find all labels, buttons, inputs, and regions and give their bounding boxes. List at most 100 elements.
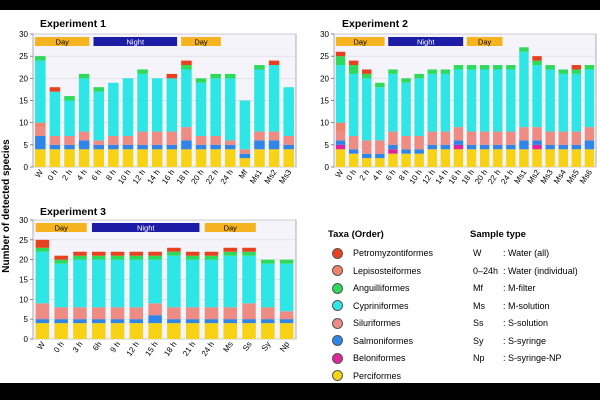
bar-segment-perciformes <box>335 149 346 167</box>
x-tick-label: 4 h <box>371 168 385 182</box>
x-tick-label: 24 h <box>499 168 515 186</box>
taxa-legend-label: Lepisosteiformes <box>353 265 422 276</box>
bar-segment-siluriformes <box>506 131 516 145</box>
bar-segment-salmoniformes <box>210 144 221 150</box>
bar-segment-perciformes <box>93 149 105 167</box>
chart-title: Experiment 1 <box>40 18 106 30</box>
bar-segment-cypriniformes <box>185 259 200 308</box>
x-tick-label: W <box>33 168 45 180</box>
bar-segment-perciformes <box>129 323 144 339</box>
y-tick-label: 20 <box>19 256 28 265</box>
bar-segment-salmoniformes <box>479 144 490 150</box>
bar-segment-cypriniformes <box>54 263 68 308</box>
bar-segment-cypriniformes <box>571 73 582 132</box>
bar-segment-siluriformes <box>414 135 424 150</box>
bar-segment-anguilliformes <box>91 255 106 260</box>
bar-segment-petromyzontiformes <box>91 251 106 256</box>
bar-segment-siluriformes <box>91 307 106 320</box>
bar-segment-perciformes <box>49 149 61 167</box>
bar-segment-cypriniformes <box>166 78 178 132</box>
bar-segment-perciformes <box>204 323 219 339</box>
bar-segment-salmoniformes <box>148 315 162 324</box>
x-tick-label: W <box>35 340 47 352</box>
taxa-legend-item: Lepisosteiformes <box>332 264 421 278</box>
bar-segment-cypriniformes <box>453 69 464 128</box>
bar-segment-cypriniformes <box>519 51 529 128</box>
bar-segment-petromyzontiformes <box>185 251 200 256</box>
bar-segment-cypriniformes <box>335 65 346 123</box>
bar-segment-perciformes <box>453 149 464 167</box>
bar-segment-siluriformes <box>122 135 134 145</box>
taxa-swatch-icon <box>332 335 343 346</box>
bar-segment-cypriniformes <box>91 259 106 308</box>
bar-segment-siluriformes <box>151 131 163 145</box>
bar-segment-salmoniformes <box>167 319 181 324</box>
bar-segment-cypriniformes <box>532 65 542 128</box>
bar-segment-siluriformes <box>584 127 595 141</box>
bar-segment-cypriniformes <box>545 69 555 132</box>
bar-segment-anguilliformes <box>545 65 555 70</box>
taxa-swatch-icon <box>332 300 343 311</box>
period-segment-day <box>35 223 87 232</box>
x-tick-label: 16 h <box>160 168 176 186</box>
bar-segment-siluriformes <box>64 135 75 145</box>
bar-segment-salmoniformes <box>64 144 75 150</box>
bar-segment-cypriniformes <box>239 100 251 150</box>
y-tick-label: 15 <box>19 97 28 106</box>
taxa-legend-item: Cypriniformes <box>332 299 409 313</box>
period-label: Day <box>224 223 238 232</box>
taxa-legend-item: Salmoniformes <box>332 334 413 348</box>
bar-segment-salmoniformes <box>279 319 294 324</box>
bar-segment-cypriniformes <box>167 255 181 308</box>
bar-segment-anguilliformes <box>93 87 105 92</box>
bar-segment-salmoniformes <box>108 144 119 150</box>
bar-segment-salmoniformes <box>49 144 61 150</box>
bar-segment-siluriformes <box>204 307 219 320</box>
y-tick-label: 10 <box>19 295 28 304</box>
bar-segment-salmoniformes <box>362 153 372 159</box>
bar-segment-anguilliformes <box>195 78 207 83</box>
bar-segment-siluriformes <box>223 307 238 320</box>
x-tick-label: Ms2 <box>263 168 279 186</box>
bar-segment-cypriniformes <box>49 91 61 136</box>
sample-type-item: Ms: M-solution <box>473 299 550 313</box>
bar-segment-anguilliformes <box>181 65 192 70</box>
bar-segment-salmoniformes <box>204 319 219 324</box>
bar-segment-cypriniformes <box>64 100 75 136</box>
bar-segment-cypriniformes <box>401 82 411 136</box>
bar-segment-siluriformes <box>427 131 437 145</box>
bar-segment-cypriniformes <box>93 91 105 141</box>
bar-segment-siluriformes <box>166 131 178 145</box>
sample-type-description: : M-solution <box>503 300 550 311</box>
taxa-legend-label: Salmoniformes <box>353 335 414 346</box>
bar-segment-salmoniformes <box>427 144 437 150</box>
period-segment-day <box>335 37 385 46</box>
period-label: Day <box>354 37 368 46</box>
bar-segment-cypriniformes <box>268 65 280 132</box>
bar-segment-perciformes <box>479 149 490 167</box>
bar-segment-beloniformes <box>453 144 464 150</box>
bar-segment-anguilliformes <box>493 65 503 70</box>
bar-segment-salmoniformes <box>268 140 280 150</box>
sample-type-code: W <box>473 248 482 258</box>
bar-segment-siluriformes <box>348 135 359 150</box>
bar-segment-perciformes <box>78 149 90 167</box>
sample-type-item: 0–24h: Water (individual) <box>473 264 578 278</box>
bar-segment-perciformes <box>283 149 294 167</box>
bar-segment-cypriniformes <box>129 259 144 308</box>
x-tick-label: 10 h <box>116 168 132 186</box>
bar-segment-anguilliformes <box>64 96 75 101</box>
bar-segment-salmoniformes <box>151 144 163 150</box>
bar-segment-siluriformes <box>181 127 192 141</box>
bar-segment-petromyzontiformes <box>532 56 542 61</box>
bar-segment-anguilliformes <box>35 56 46 61</box>
y-tick-label: 30 <box>320 30 329 39</box>
y-tick-label: 30 <box>19 216 28 225</box>
sample-type-code: Ss <box>473 318 484 328</box>
x-tick-label: 20 h <box>189 168 205 186</box>
bar-segment-salmoniformes <box>414 149 424 154</box>
bar-segment-salmoniformes <box>122 144 134 150</box>
bar-segment-cypriniformes <box>224 78 236 141</box>
bar-segment-anguilliformes <box>532 60 542 66</box>
bar-segment-siluriformes <box>73 307 87 320</box>
